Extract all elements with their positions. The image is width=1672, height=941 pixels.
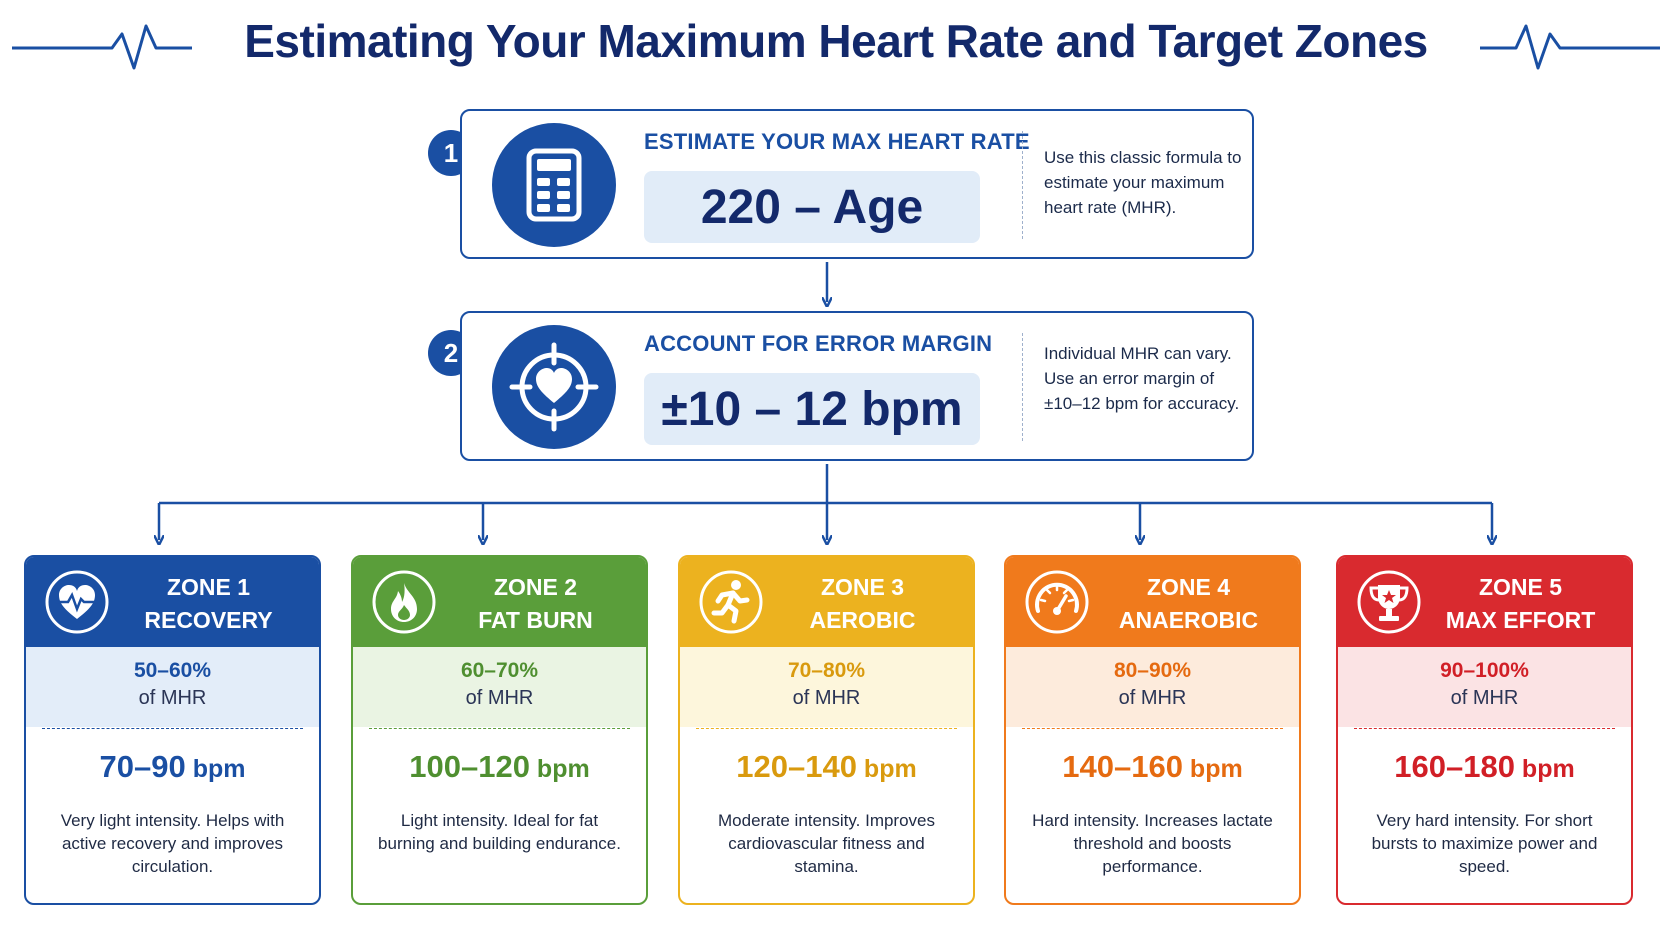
speedometer-icon bbox=[1024, 569, 1090, 635]
zone-percent: 50–60% bbox=[133, 659, 212, 682]
zone-percent-label: of MHR bbox=[1450, 687, 1519, 709]
zone-card-3: ZONE 3 AEROBIC 70–80% of MHR 120–140 bpm … bbox=[678, 555, 975, 905]
zone-bpm: 160–180 bpm bbox=[1394, 749, 1575, 784]
zone-percent-label: of MHR bbox=[138, 687, 207, 709]
divider bbox=[696, 728, 957, 729]
zone-bpm: 100–120 bpm bbox=[409, 749, 590, 784]
zone-percent-band: 50–60% of MHR bbox=[26, 647, 319, 727]
page-title: Estimating Your Maximum Heart Rate and T… bbox=[244, 15, 1428, 67]
zone-card-2: ZONE 2 FAT BURN 60–70% of MHR 100–120 bpm… bbox=[351, 555, 648, 905]
heartbeat-icon bbox=[44, 569, 110, 635]
zone-title: ZONE 3 AEROBIC bbox=[809, 574, 916, 633]
zone-header: ZONE 2 FAT BURN bbox=[353, 557, 646, 647]
zone-percent-label: of MHR bbox=[465, 687, 534, 709]
zone-title: ZONE 4 ANAEROBIC bbox=[1118, 574, 1259, 633]
pulse-line-right-icon bbox=[1480, 24, 1660, 70]
divider bbox=[42, 728, 303, 729]
zone-header: ZONE 4 ANAEROBIC bbox=[1006, 557, 1299, 647]
zone-description: Light intensity. Ideal for fat burning a… bbox=[378, 811, 621, 853]
zone-title: ZONE 5 MAX EFFORT bbox=[1445, 574, 1596, 633]
trophy-icon bbox=[1356, 569, 1422, 635]
pulse-line-left-icon bbox=[12, 24, 192, 70]
step-card-max-heart-rate: ESTIMATE YOUR MAX HEART RATE 220 – Age U… bbox=[460, 109, 1254, 259]
step-note: Individual MHR can vary. Use an error ma… bbox=[1044, 344, 1240, 413]
step-card-error-margin: ACCOUNT FOR ERROR MARGIN ±10 – 12 bpm In… bbox=[460, 311, 1254, 461]
zone-description: Very hard intensity. For short bursts to… bbox=[1371, 811, 1598, 876]
zone-percent-band: 90–100% of MHR bbox=[1338, 647, 1631, 727]
zone-percent-label: of MHR bbox=[1118, 687, 1187, 709]
zone-bpm: 70–90 bpm bbox=[99, 749, 246, 784]
divider bbox=[1022, 131, 1023, 239]
step-heading: ACCOUNT FOR ERROR MARGIN bbox=[644, 331, 993, 356]
zone-percent-label: of MHR bbox=[792, 687, 861, 709]
zone-description: Hard intensity. Increases lactate thresh… bbox=[1032, 811, 1273, 876]
divider bbox=[1022, 333, 1023, 441]
zone-bpm: 120–140 bpm bbox=[736, 749, 917, 784]
error-margin-value: ±10 – 12 bpm bbox=[644, 373, 980, 445]
flame-icon bbox=[371, 569, 437, 635]
heart-target-icon bbox=[492, 325, 616, 449]
zone-description: Moderate intensity. Improves cardiovascu… bbox=[718, 811, 935, 876]
divider bbox=[1354, 728, 1615, 729]
divider bbox=[369, 728, 630, 729]
calculator-icon bbox=[492, 123, 616, 247]
zone-header: ZONE 5 MAX EFFORT bbox=[1338, 557, 1631, 647]
zone-percent: 80–90% bbox=[1113, 659, 1192, 682]
zone-title: ZONE 2 FAT BURN bbox=[478, 574, 593, 633]
step-note: Use this classic formula to estimate you… bbox=[1044, 148, 1242, 217]
divider bbox=[1022, 728, 1283, 729]
zone-header: ZONE 3 AEROBIC bbox=[680, 557, 973, 647]
zone-card-1: ZONE 1 RECOVERY 50–60% of MHR 70–90 bpm V… bbox=[24, 555, 321, 905]
zone-percent-band: 80–90% of MHR bbox=[1006, 647, 1299, 727]
step-heading: ESTIMATE YOUR MAX HEART RATE bbox=[644, 129, 1030, 154]
zone-bpm: 140–160 bpm bbox=[1062, 749, 1243, 784]
zone-description: Very light intensity. Helps with active … bbox=[60, 811, 285, 876]
zone-header: ZONE 1 RECOVERY bbox=[26, 557, 319, 647]
zone-card-5: ZONE 5 MAX EFFORT 90–100% of MHR 160–180 … bbox=[1336, 555, 1633, 905]
zone-percent-band: 70–80% of MHR bbox=[680, 647, 973, 727]
zone-percent: 70–80% bbox=[787, 659, 866, 682]
runner-icon bbox=[698, 569, 764, 635]
zone-percent: 60–70% bbox=[460, 659, 539, 682]
zone-title: ZONE 1 RECOVERY bbox=[144, 574, 273, 633]
zone-card-4: ZONE 4 ANAEROBIC 80–90% of MHR 140–160 bp… bbox=[1004, 555, 1301, 905]
zone-percent-band: 60–70% of MHR bbox=[353, 647, 646, 727]
max-heart-rate-formula: 220 – Age bbox=[644, 171, 980, 243]
zone-percent: 90–100% bbox=[1440, 659, 1529, 682]
